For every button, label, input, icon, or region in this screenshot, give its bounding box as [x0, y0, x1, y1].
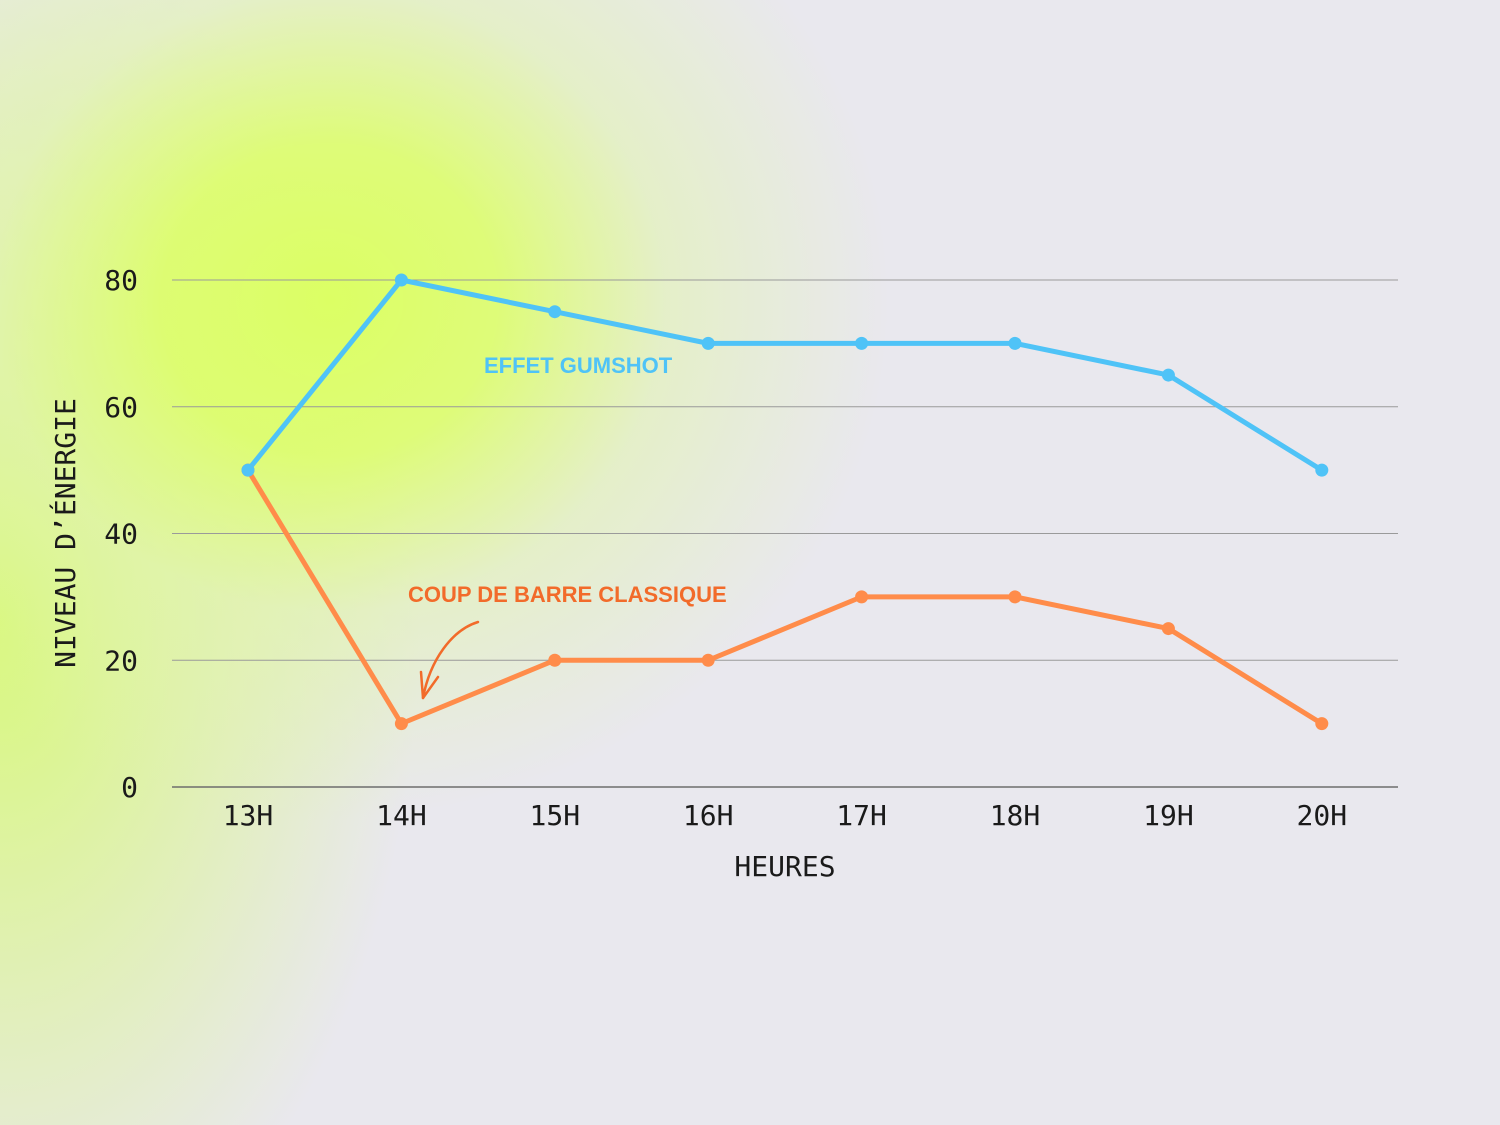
data-point — [1315, 463, 1329, 477]
data-point — [394, 717, 408, 731]
y-tick-label: 60 — [104, 391, 138, 424]
grid-lines — [172, 279, 1398, 788]
annotation-arrow — [419, 620, 480, 700]
data-point — [1008, 590, 1022, 604]
x-tick-label: 18H — [990, 799, 1041, 832]
x-tick-label: 16H — [683, 799, 734, 832]
data-point — [548, 653, 562, 667]
data-point — [1315, 717, 1329, 731]
y-axis-ticks: 0 20 40 60 80 — [104, 264, 138, 804]
series-lines — [245, 277, 1325, 727]
series-line-1 — [245, 467, 1325, 727]
x-tick-label: 17H — [836, 799, 887, 832]
y-tick-label: 40 — [104, 518, 138, 551]
annotation-arrow-head — [419, 670, 440, 700]
y-tick-label: 80 — [104, 264, 138, 297]
series-label-coup-de-barre: COUP DE BARRE CLASSIQUE — [408, 582, 727, 607]
data-point — [394, 273, 408, 287]
y-tick-label: 20 — [104, 644, 138, 677]
data-point — [241, 463, 255, 477]
data-point — [701, 653, 715, 667]
data-point — [1008, 336, 1022, 350]
x-tick-label: 19H — [1143, 799, 1194, 832]
x-axis-title: HEURES — [734, 850, 835, 883]
series-line-0 — [245, 277, 1325, 473]
data-point — [1161, 368, 1175, 382]
data-point — [701, 336, 715, 350]
data-point — [855, 336, 869, 350]
x-tick-label: 13H — [223, 799, 274, 832]
data-point — [1161, 622, 1175, 636]
data-point — [548, 305, 562, 319]
annotation-arrow-curve — [421, 620, 480, 700]
y-axis-title: NIVEAU D’ÉNERGIE — [48, 398, 82, 668]
x-axis-ticks: 13H 14H 15H 16H 17H 18H 19H 20H — [223, 799, 1347, 832]
data-point — [855, 590, 869, 604]
x-tick-label: 15H — [530, 799, 581, 832]
x-tick-label: 14H — [376, 799, 427, 832]
y-tick-label: 0 — [121, 771, 138, 804]
series-points — [241, 273, 1329, 731]
x-tick-label: 20H — [1297, 799, 1348, 832]
series-label-gumshot: EFFET GUMSHOT — [484, 353, 673, 378]
